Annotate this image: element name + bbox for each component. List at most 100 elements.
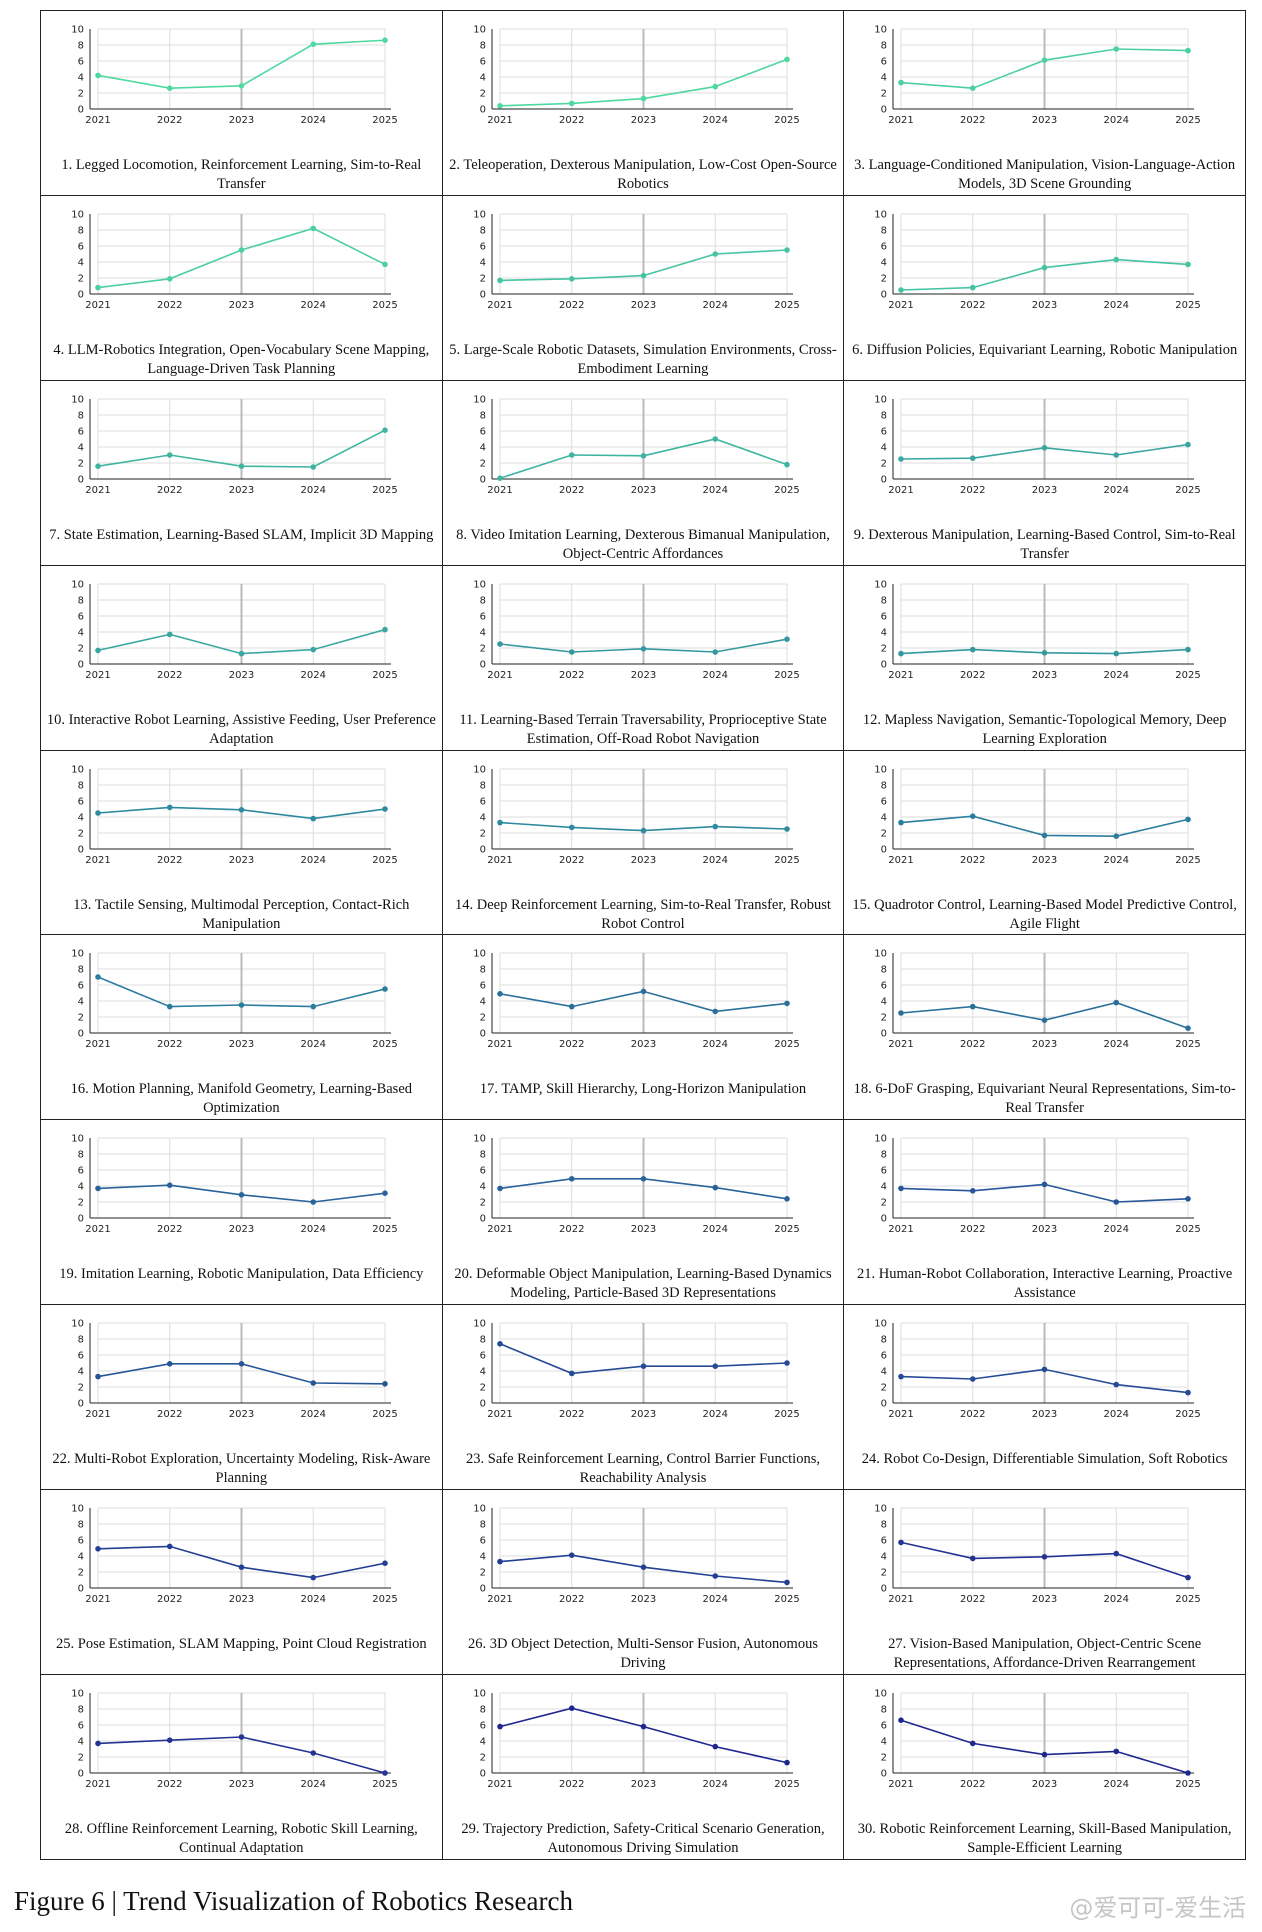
y-tick-label: 2 (78, 1568, 84, 1579)
y-tick-label: 4 (881, 1367, 887, 1378)
data-point (310, 1380, 317, 1387)
data-point (166, 275, 173, 282)
y-tick-label: 0 (881, 474, 887, 485)
x-tick-label: 2021 (85, 1224, 110, 1235)
y-tick-label: 8 (881, 41, 887, 52)
data-point (95, 809, 101, 816)
x-tick-label: 2025 (774, 1224, 799, 1235)
data-point (382, 1770, 388, 1776)
chart-caption: 9. Dexterous Manipulation, Learning-Base… (853, 526, 1236, 562)
x-tick-label: 2025 (1176, 300, 1201, 311)
data-point (1042, 57, 1048, 63)
x-tick-label: 2021 (889, 1594, 914, 1605)
y-tick-label: 8 (479, 1520, 485, 1531)
chart-plot: 0 2 4 6 8 10 2021 2022 2023 2024 2025 (875, 1689, 1201, 1791)
x-tick-label: 2021 (889, 855, 914, 866)
data-point (898, 1010, 905, 1017)
x-tick-label: 2024 (1104, 855, 1129, 866)
data-point (640, 645, 646, 652)
data-point (95, 974, 101, 981)
x-tick-label: 2025 (1176, 1039, 1201, 1050)
x-tick-label: 2022 (559, 115, 584, 126)
chart-plot: 0 2 4 6 8 10 2021 2022 2023 2024 2025 (875, 25, 1201, 127)
data-point (568, 451, 575, 458)
y-tick-label: 10 (71, 1134, 84, 1145)
x-tick-label: 2024 (301, 1409, 326, 1420)
y-tick-label: 8 (881, 595, 887, 606)
y-tick-label: 10 (71, 1319, 84, 1330)
y-tick-label: 0 (881, 1399, 887, 1410)
chart-caption: 12. Mapless Navigation, Semantic-Topolog… (862, 711, 1227, 747)
y-tick-label: 0 (881, 289, 887, 300)
y-tick-label: 10 (71, 394, 84, 405)
data-point (898, 1374, 905, 1380)
chart-caption: 18. 6-DoF Grasping, Equivariant Neural R… (853, 1081, 1236, 1117)
data-point (568, 824, 575, 830)
y-tick-label: 6 (78, 57, 84, 68)
data-point (898, 650, 905, 657)
chart-plot: 0 2 4 6 8 10 2021 2022 2023 2024 2025 (71, 1504, 397, 1606)
x-tick-label: 2023 (229, 1779, 254, 1790)
y-tick-label: 0 (479, 659, 485, 670)
y-tick-label: 2 (78, 643, 84, 654)
x-tick-label: 2023 (1032, 1039, 1057, 1050)
data-point (712, 1743, 718, 1750)
x-tick-label: 2024 (1104, 1039, 1129, 1050)
y-tick-label: 2 (479, 458, 485, 469)
y-tick-label: 10 (473, 579, 486, 590)
data-point (95, 1740, 101, 1747)
x-tick-label: 2024 (702, 855, 727, 866)
y-tick-label: 0 (881, 659, 887, 670)
data-point (568, 1004, 575, 1010)
y-tick-label: 6 (881, 981, 887, 992)
chart-panel-26: 0 2 4 6 8 10 2021 2022 2023 2024 2025 26. 3D Object… (442, 1490, 845, 1676)
x-tick-label: 2025 (774, 670, 799, 681)
x-tick-label: 2021 (487, 855, 512, 866)
data-point (640, 1363, 646, 1370)
x-tick-label: 2023 (630, 1779, 655, 1790)
data-point (496, 277, 503, 284)
data-point (95, 1546, 101, 1552)
y-tick-label: 8 (78, 225, 84, 236)
chart-plot: 0 2 4 6 8 10 2021 2022 2023 2024 2025 (473, 394, 799, 496)
y-tick-label: 0 (479, 1214, 485, 1225)
data-point (1042, 1366, 1048, 1373)
data-point (568, 1552, 575, 1559)
chart-panel-4: 0 2 4 6 8 10 2021 2022 2023 2024 2025 4. LLM-Roboti… (41, 195, 443, 381)
x-tick-label: 2021 (85, 115, 110, 126)
x-tick-label: 2024 (702, 1409, 727, 1420)
x-tick-label: 2022 (559, 1039, 584, 1050)
y-tick-label: 2 (881, 273, 887, 284)
data-point (496, 1185, 503, 1192)
data-point (382, 1190, 388, 1197)
data-point (1042, 649, 1048, 656)
chart-caption: 4. LLM-Robotics Integration, Open-Vocabu… (53, 341, 430, 377)
x-tick-label: 2025 (774, 1594, 799, 1605)
data-point (310, 1199, 317, 1206)
x-tick-label: 2024 (301, 485, 326, 496)
data-point (898, 819, 905, 825)
data-point (712, 1573, 718, 1579)
y-tick-label: 8 (479, 965, 485, 976)
y-tick-label: 8 (78, 780, 84, 791)
data-point (238, 1002, 245, 1009)
x-tick-label: 2022 (960, 115, 985, 126)
y-tick-label: 0 (78, 1399, 84, 1410)
x-tick-label: 2023 (229, 670, 254, 681)
y-tick-label: 2 (78, 1753, 84, 1764)
data-point (1113, 1748, 1120, 1755)
y-tick-label: 6 (479, 426, 485, 437)
data-point (238, 463, 245, 469)
data-point (382, 626, 388, 633)
chart-plot: 0 2 4 6 8 10 2021 2022 2023 2024 2025 (473, 949, 799, 1051)
x-tick-label: 2021 (889, 1409, 914, 1420)
x-tick-label: 2025 (1176, 115, 1201, 126)
data-point (1113, 46, 1120, 52)
data-point (783, 247, 790, 253)
data-point (712, 251, 718, 257)
y-tick-label: 8 (881, 1150, 887, 1161)
x-tick-label: 2021 (85, 670, 110, 681)
data-point (898, 1185, 905, 1192)
y-tick-label: 10 (875, 25, 888, 36)
x-tick-label: 2021 (85, 855, 110, 866)
